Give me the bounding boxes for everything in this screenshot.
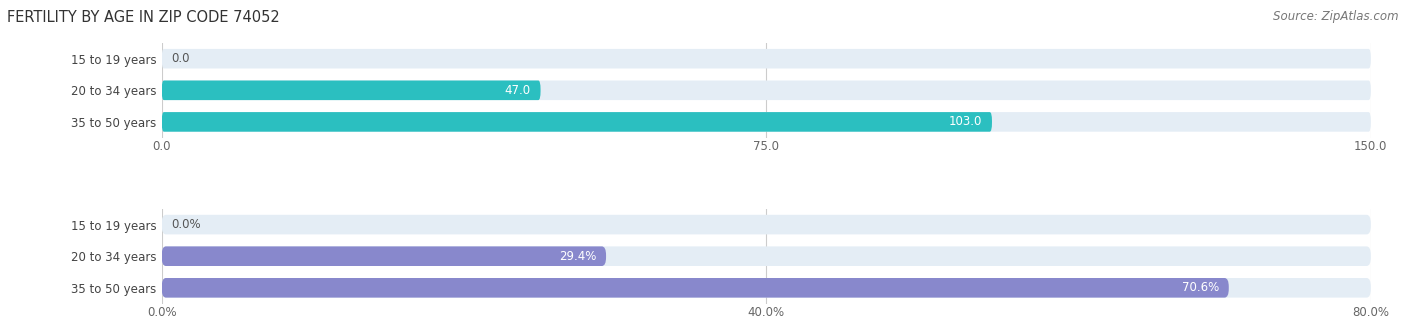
FancyBboxPatch shape xyxy=(162,112,1371,132)
Text: 29.4%: 29.4% xyxy=(560,250,596,263)
FancyBboxPatch shape xyxy=(162,278,1371,298)
Text: 103.0: 103.0 xyxy=(949,115,983,128)
FancyBboxPatch shape xyxy=(162,49,1371,69)
FancyBboxPatch shape xyxy=(162,81,1371,100)
Text: 0.0: 0.0 xyxy=(172,52,190,65)
FancyBboxPatch shape xyxy=(162,112,993,132)
Text: Source: ZipAtlas.com: Source: ZipAtlas.com xyxy=(1274,10,1399,23)
Text: 0.0%: 0.0% xyxy=(172,218,201,231)
FancyBboxPatch shape xyxy=(162,278,1229,298)
Text: 70.6%: 70.6% xyxy=(1182,281,1219,294)
Text: 47.0: 47.0 xyxy=(505,84,531,97)
Text: FERTILITY BY AGE IN ZIP CODE 74052: FERTILITY BY AGE IN ZIP CODE 74052 xyxy=(7,10,280,25)
FancyBboxPatch shape xyxy=(162,81,540,100)
FancyBboxPatch shape xyxy=(162,215,1371,234)
FancyBboxPatch shape xyxy=(162,247,1371,266)
FancyBboxPatch shape xyxy=(162,247,606,266)
